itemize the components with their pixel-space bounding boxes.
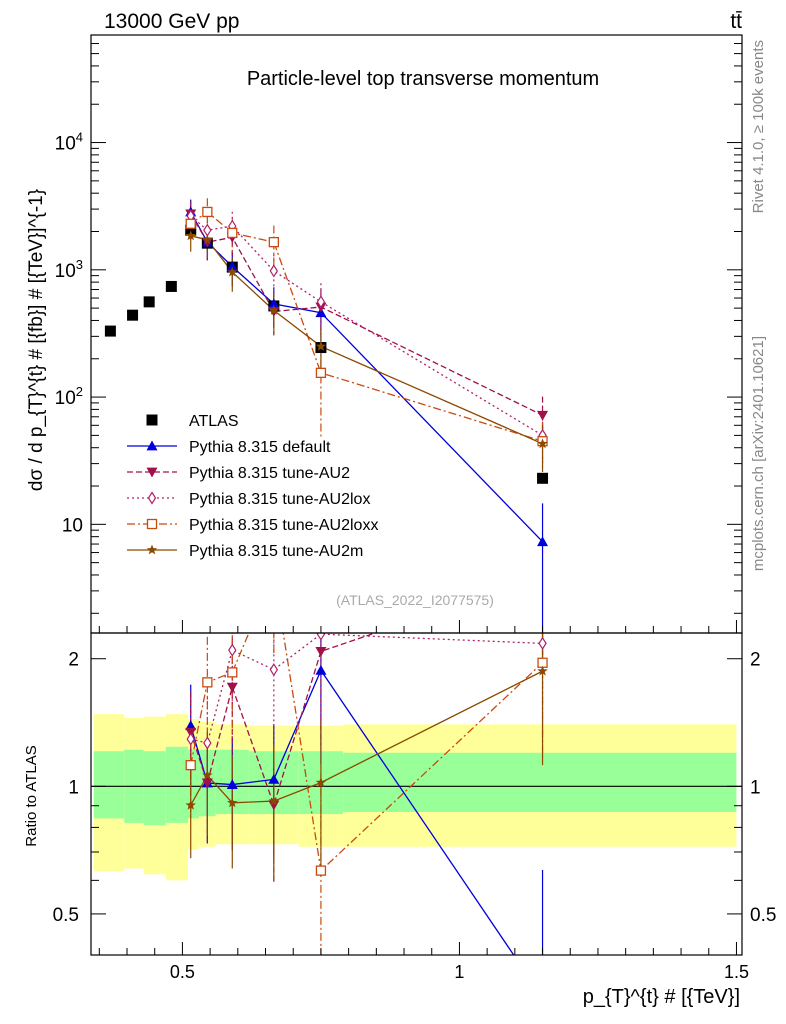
legend-entry-label: Pythia 8.315 tune-AU2lox <box>189 491 370 508</box>
series-4-point <box>185 230 196 241</box>
series-2-point <box>316 295 326 309</box>
series-4-point <box>268 304 280 315</box>
y-tick-label: 10 <box>62 515 83 536</box>
x-tick-label: 0.5 <box>170 962 195 982</box>
series-3-ratio-line <box>190 633 543 872</box>
ratio-panel-frame <box>90 632 743 956</box>
series-2-ratio-point <box>186 732 195 746</box>
inner-band-bin <box>343 752 737 812</box>
ratio-tick-label-right: 0.5 <box>750 905 776 926</box>
atlas-data-point <box>185 224 197 236</box>
chart-title: Particle-level top transverse momentum <box>247 68 599 90</box>
legend: ATLAS Pythia 8.315 default Pythia 8.315 tu… <box>127 413 378 560</box>
series-4-ratio-point <box>268 795 280 806</box>
mcplots-site-label: mcplots.cern.ch [arXiv:2401.10621] <box>750 336 767 571</box>
series-3-point <box>268 236 279 248</box>
series-4-ratio-point <box>202 769 213 780</box>
x-tick-label: 1 <box>454 962 464 982</box>
series-4-ratio-point <box>537 665 548 676</box>
series-0-point <box>537 536 549 547</box>
legend-entry-label: Pythia 8.315 tune-AU2 <box>189 465 350 482</box>
series-4-ratio-point <box>185 799 196 810</box>
series-2-ratio-point <box>538 636 547 650</box>
ratio-tick-label-right: 2 <box>750 650 761 671</box>
header-energy-label: 13000 GeV pp <box>104 10 239 33</box>
atlas-data-point <box>143 296 155 308</box>
legend-marker <box>146 440 158 451</box>
atlas-data-point <box>537 472 549 484</box>
series-1-ratio-point <box>268 800 280 811</box>
series-2-ratio-line <box>190 633 543 744</box>
legend-entry-label: Pythia 8.315 default <box>189 439 331 456</box>
series-4-ratio-point <box>227 797 238 808</box>
series-3-ratio-point <box>185 759 196 771</box>
ratio-tick-label-right: 1 <box>750 777 761 798</box>
series-2-ratio-point <box>316 633 326 641</box>
inner-band-bin <box>187 749 200 819</box>
series-4-point <box>315 340 327 351</box>
ratio-tick-label-left: 2 <box>68 650 79 671</box>
series-3-point <box>227 227 238 239</box>
series-3-ratio-point <box>202 677 213 688</box>
atlas-data-point <box>127 309 139 321</box>
series-2-ratio-point <box>269 663 279 677</box>
y-axis-label: dσ / d p_{T}^{t} # [{fb}] # [{TeV}]^{-1} <box>26 189 47 491</box>
series-3-point <box>185 218 196 229</box>
series-4-point <box>227 266 238 277</box>
series-0-ratio-point <box>185 720 197 731</box>
series-1-point <box>537 410 549 421</box>
series-0-point <box>268 298 280 309</box>
series-error-bars <box>190 198 544 955</box>
header-process-label: tt̄ <box>730 10 742 33</box>
series-1-ratio-point <box>201 778 213 789</box>
legend-entry-label: ATLAS <box>189 413 239 430</box>
series-2-ratio-point <box>228 643 237 657</box>
series-0-point <box>226 261 238 271</box>
series-1-point <box>201 237 213 248</box>
series-3-point <box>202 206 213 218</box>
inner-band-bin <box>143 751 166 826</box>
series-4-point <box>537 438 548 449</box>
x-axis-label: p_{T}^{t} # [{TeV}] <box>583 986 740 1008</box>
series-2-point <box>269 264 279 278</box>
series-3-point <box>315 367 327 379</box>
series-1-main-line <box>190 213 543 416</box>
ratio-tick-label-left: 0.5 <box>53 905 79 926</box>
series-4-ratio-point <box>315 777 327 788</box>
legend-entry-label: Pythia 8.315 tune-AU2loxx <box>189 517 378 534</box>
ratio-tick-label-left: 1 <box>68 777 79 798</box>
legend-marker <box>146 544 158 555</box>
x-tick-label: 1.5 <box>724 962 749 982</box>
series-4-point <box>202 234 213 245</box>
legend-marker <box>146 467 158 478</box>
ratio-uncertainty-bands <box>91 714 742 881</box>
ratio-axis-label: Ratio to ATLAS <box>23 745 40 846</box>
series-1-ratio-point <box>315 646 327 657</box>
series-3-ratio-point <box>315 865 327 876</box>
analysis-watermark: (ATLAS_2022_I2077575) <box>336 592 494 608</box>
inner-band-bin <box>93 751 125 819</box>
series-0-ratio-point <box>268 773 280 784</box>
legend-marker <box>147 491 157 505</box>
legend-entry-label: Pythia 8.315 tune-AU2m <box>189 543 363 560</box>
series-0-ratio-line <box>190 669 515 955</box>
series-0-ratio-point <box>315 664 327 675</box>
series-1-ratio-point <box>226 682 238 693</box>
legend-marker <box>146 414 158 426</box>
rivet-version-label: Rivet 4.1.0, ≥ 100k events <box>750 40 767 213</box>
series-markers <box>104 206 549 876</box>
inner-band-bin <box>165 746 188 823</box>
series-3-ratio-point <box>227 667 238 678</box>
atlas-data-point <box>104 325 116 337</box>
atlas-data-point <box>165 280 177 292</box>
legend-marker <box>146 518 158 530</box>
series-0-ratio-point <box>226 779 238 789</box>
series-2-ratio-point <box>203 736 212 750</box>
